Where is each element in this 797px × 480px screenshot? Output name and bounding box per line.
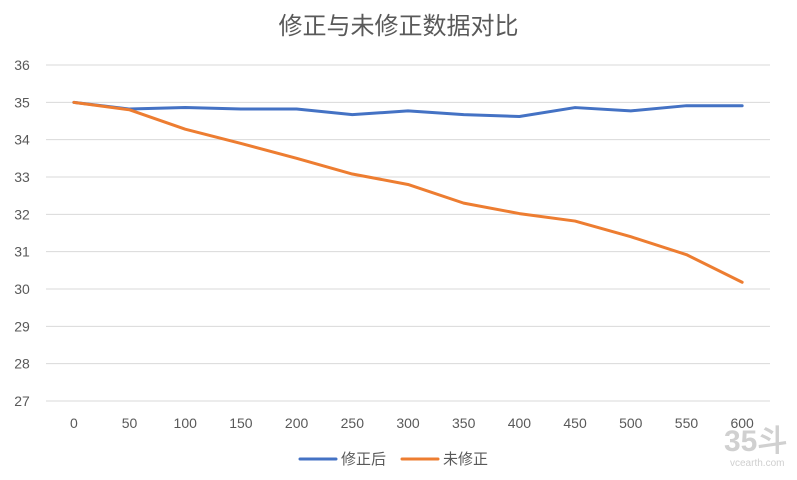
y-tick-label: 36 bbox=[14, 57, 30, 73]
legend-label-1: 修正后 bbox=[341, 451, 386, 468]
y-tick-label: 27 bbox=[14, 393, 30, 409]
x-tick-label: 150 bbox=[229, 415, 253, 431]
legend-label-2: 未修正 bbox=[443, 451, 488, 468]
x-tick-label: 500 bbox=[619, 415, 643, 431]
series-line-2 bbox=[72, 100, 744, 284]
x-tick-label: 250 bbox=[341, 415, 365, 431]
y-tick-label: 31 bbox=[14, 244, 30, 260]
x-tick-label: 50 bbox=[122, 415, 138, 431]
x-tick-label: 100 bbox=[174, 415, 198, 431]
x-tick-label: 450 bbox=[563, 415, 587, 431]
watermark-url: vcearth.com bbox=[730, 458, 784, 469]
x-tick-label: 0 bbox=[70, 415, 78, 431]
watermark-logo: 35斗 bbox=[724, 425, 787, 458]
y-tick-label: 35 bbox=[14, 94, 30, 110]
chart-title: 修正与未修正数据对比 bbox=[278, 12, 519, 40]
x-tick-label: 400 bbox=[508, 415, 532, 431]
y-tick-label: 34 bbox=[14, 132, 30, 148]
x-tick-label: 600 bbox=[730, 415, 754, 431]
x-tick-label: 200 bbox=[285, 415, 309, 431]
y-tick-label: 29 bbox=[14, 318, 30, 334]
y-tick-label: 30 bbox=[14, 281, 30, 297]
x-tick-label: 550 bbox=[675, 415, 699, 431]
x-tick-label: 300 bbox=[396, 415, 420, 431]
y-tick-label: 32 bbox=[14, 206, 30, 222]
y-tick-label: 33 bbox=[14, 169, 30, 185]
y-tick-label: 28 bbox=[14, 356, 30, 372]
x-tick-label: 350 bbox=[452, 415, 476, 431]
series-line-1 bbox=[72, 100, 744, 119]
